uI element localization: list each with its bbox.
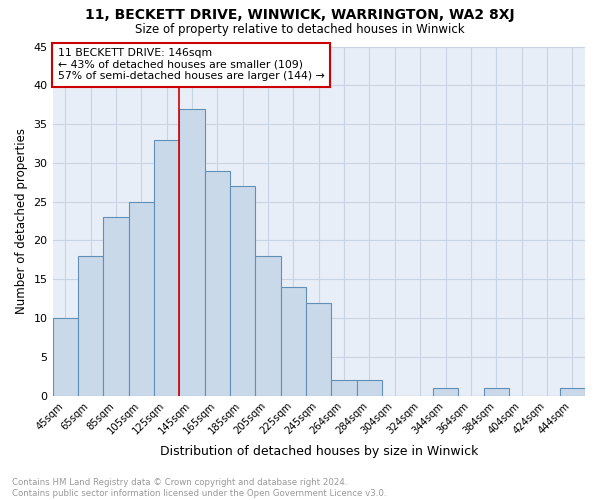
Bar — [357, 380, 382, 396]
Text: Contains HM Land Registry data © Crown copyright and database right 2024.
Contai: Contains HM Land Registry data © Crown c… — [12, 478, 386, 498]
Text: Size of property relative to detached houses in Winwick: Size of property relative to detached ho… — [135, 22, 465, 36]
Bar — [205, 170, 230, 396]
Bar — [484, 388, 509, 396]
Bar — [154, 140, 179, 396]
Text: 11 BECKETT DRIVE: 146sqm
← 43% of detached houses are smaller (109)
57% of semi-: 11 BECKETT DRIVE: 146sqm ← 43% of detach… — [58, 48, 325, 82]
Bar — [306, 302, 331, 396]
Bar — [230, 186, 256, 396]
X-axis label: Distribution of detached houses by size in Winwick: Distribution of detached houses by size … — [160, 444, 478, 458]
Bar — [256, 256, 281, 396]
Bar — [128, 202, 154, 396]
Text: 11, BECKETT DRIVE, WINWICK, WARRINGTON, WA2 8XJ: 11, BECKETT DRIVE, WINWICK, WARRINGTON, … — [85, 8, 515, 22]
Y-axis label: Number of detached properties: Number of detached properties — [15, 128, 28, 314]
Bar — [78, 256, 103, 396]
Bar — [281, 287, 306, 396]
Bar — [53, 318, 78, 396]
Bar — [433, 388, 458, 396]
Bar — [331, 380, 357, 396]
Bar — [103, 217, 128, 396]
Bar — [560, 388, 585, 396]
Bar — [179, 108, 205, 396]
